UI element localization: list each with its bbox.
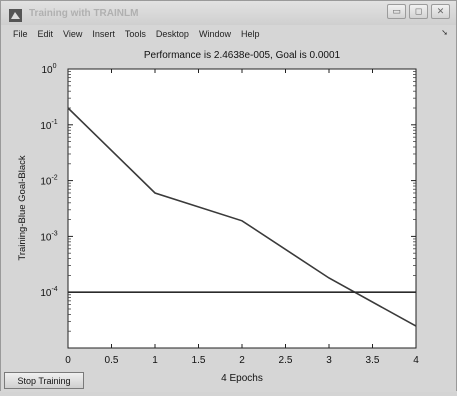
- x-tick-label: 1.5: [192, 355, 206, 366]
- x-tick-label: 4: [413, 355, 419, 366]
- menu-view[interactable]: View: [63, 29, 83, 39]
- training-line: [67, 107, 417, 327]
- menu-window[interactable]: Window: [198, 29, 231, 39]
- y-tick-label: 10-2: [40, 175, 57, 188]
- y-axis-label: Training-Blue Goal-Black: [17, 155, 28, 260]
- minimize-icon: ▭: [392, 6, 401, 17]
- series-layer: [67, 107, 417, 327]
- y-tick-label: 10-4: [40, 286, 57, 299]
- maximize-button[interactable]: ◻: [409, 4, 428, 19]
- y-tick-label: 100: [41, 63, 56, 76]
- title-bar[interactable]: Training with TRAINLM ▭ ◻ ✕: [1, 1, 456, 25]
- x-tick-label: 2.5: [279, 355, 293, 366]
- close-button[interactable]: ✕: [431, 4, 450, 19]
- menu-tools[interactable]: Tools: [124, 29, 146, 39]
- matlab-figure-icon: [9, 7, 22, 22]
- x-axis: 0 0.5 1 1.5 2 2.5 3 3.5 4: [65, 69, 419, 366]
- y-tick-label: 10-1: [40, 119, 57, 132]
- menu-insert[interactable]: Insert: [92, 29, 115, 39]
- y-tick-base: 10: [40, 121, 52, 132]
- x-tick-label: 0: [65, 355, 71, 366]
- performance-chart: Performance is 2.4638e-005, Goal is 0.00…: [17, 50, 419, 384]
- x-tick-label: 0.5: [105, 355, 119, 366]
- x-tick-label: 3: [326, 355, 332, 366]
- maximize-icon: ◻: [414, 6, 423, 17]
- y-tick-exponent: -2: [51, 175, 57, 182]
- stop-training-label: Stop Training: [17, 375, 71, 386]
- stop-training-button[interactable]: Stop Training: [4, 372, 84, 389]
- y-tick-base: 10: [41, 65, 53, 76]
- toolbar-dock-arrow-icon[interactable]: ➘: [441, 28, 448, 37]
- plot-area: [67, 68, 417, 349]
- x-tick-label: 3.5: [366, 355, 380, 366]
- figure-area: Performance is 2.4638e-005, Goal is 0.00…: [1, 43, 456, 392]
- y-tick-base: 10: [40, 177, 52, 188]
- y-tick-exponent: 0: [53, 63, 57, 70]
- y-tick-exponent: -1: [51, 119, 57, 126]
- close-icon: ✕: [436, 6, 445, 17]
- y-tick-exponent: -4: [51, 286, 57, 293]
- window-title: Training with TRAINLM: [29, 7, 139, 19]
- menu-help[interactable]: Help: [240, 29, 260, 39]
- x-tick-label: 2: [239, 355, 245, 366]
- y-tick-exponent: -3: [51, 230, 57, 237]
- chart-title: Performance is 2.4638e-005, Goal is 0.00…: [144, 50, 341, 61]
- menu-file[interactable]: File: [13, 29, 28, 39]
- menu-bar: File Edit View Insert Tools Desktop Wind…: [1, 25, 456, 43]
- menu-edit[interactable]: Edit: [37, 29, 54, 39]
- y-tick-base: 10: [40, 288, 52, 299]
- y-tick-base: 10: [40, 232, 52, 243]
- minimize-button[interactable]: ▭: [387, 4, 406, 19]
- x-tick-label: 1: [152, 355, 158, 366]
- y-tick-label: 10-3: [40, 230, 57, 243]
- x-axis-label: 4 Epochs: [221, 373, 263, 384]
- menu-desktop[interactable]: Desktop: [155, 29, 189, 39]
